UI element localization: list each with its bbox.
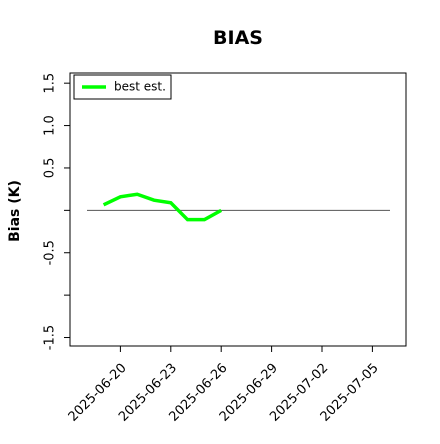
y-axis-label: Bias (K) xyxy=(7,180,23,242)
y-tick-label: 1.5 xyxy=(43,73,58,94)
legend-label: best est. xyxy=(114,80,166,94)
y-tick-label: 0.5 xyxy=(43,158,58,179)
y-tick-label: -0.5 xyxy=(43,240,58,265)
data-line xyxy=(102,192,223,222)
chart-title: BIAS xyxy=(213,27,263,49)
y-tick-label: -1.5 xyxy=(43,325,58,350)
plot-frame xyxy=(69,72,407,347)
y-tick-label: 1.0 xyxy=(43,115,58,136)
